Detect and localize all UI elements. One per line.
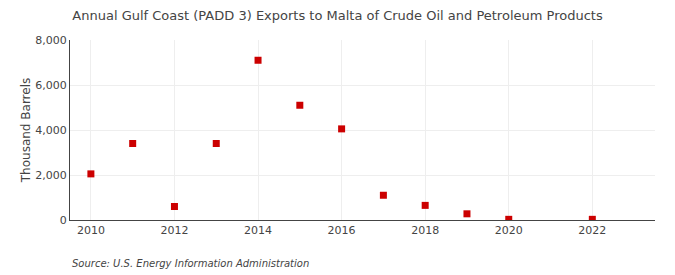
svg-text:Thousand Barrels: Thousand Barrels (19, 78, 33, 183)
svg-text:0: 0 (60, 214, 67, 227)
svg-text:2,000: 2,000 (35, 169, 67, 182)
svg-text:2012: 2012 (160, 224, 188, 237)
svg-text:2022: 2022 (578, 224, 606, 237)
svg-text:4,000: 4,000 (35, 124, 67, 137)
svg-text:2016: 2016 (328, 224, 356, 237)
svg-text:6,000: 6,000 (35, 79, 67, 92)
svg-text:8,000: 8,000 (35, 34, 67, 47)
svg-text:2018: 2018 (411, 224, 439, 237)
svg-text:2014: 2014 (244, 224, 272, 237)
svg-text:Source: U.S. Energy Informatio: Source: U.S. Energy Information Administ… (72, 258, 309, 269)
svg-text:2020: 2020 (495, 224, 523, 237)
svg-text:Annual Gulf Coast (PADD 3) Exp: Annual Gulf Coast (PADD 3) Exports to Ma… (72, 8, 603, 23)
svg-text:2010: 2010 (77, 224, 105, 237)
